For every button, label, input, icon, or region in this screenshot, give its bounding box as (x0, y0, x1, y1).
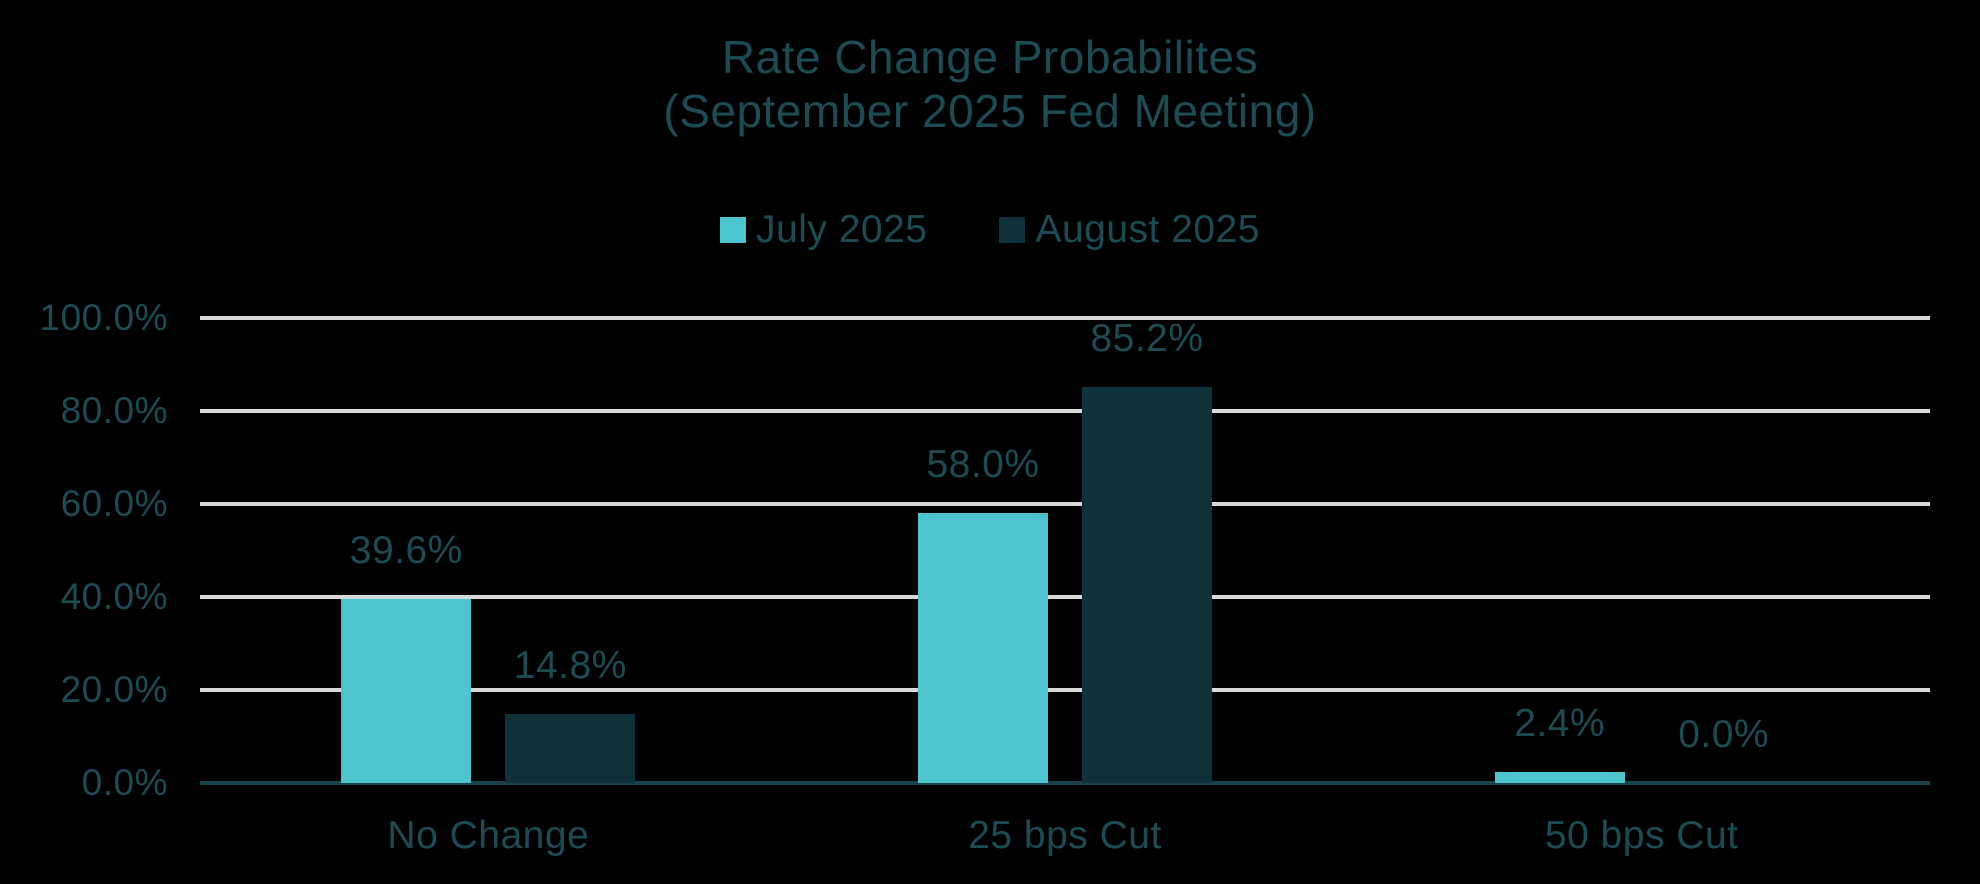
chart-title: Rate Change Probabilites (September 2025… (0, 30, 1980, 139)
gridline-40 (200, 595, 1930, 599)
legend-item-august: August 2025 (999, 208, 1260, 252)
value-label-july-2025-50-bps-cut: 2.4% (1514, 701, 1606, 745)
legend: July 2025 August 2025 (0, 208, 1980, 252)
category-label-no-change: No Change (387, 814, 590, 857)
legend-swatch-august (999, 217, 1026, 243)
x-axis-line (200, 781, 1930, 785)
category-label-50-bps-cut: 50 bps Cut (1544, 814, 1739, 857)
value-label-july-2025-no-change: 39.6% (349, 528, 463, 572)
value-label-august-2025-50-bps-cut: 0.0% (1678, 713, 1770, 756)
y-tick-label-40: 40.0% (60, 576, 168, 617)
gridline-20 (200, 688, 1930, 692)
gridline-80 (200, 409, 1930, 413)
legend-swatch-july (720, 217, 747, 243)
chart-title-line1: Rate Change Probabilites (721, 31, 1259, 83)
y-tick-label-0: 0.0% (81, 762, 168, 803)
value-label-august-2025-no-change: 14.8% (513, 644, 627, 688)
y-tick-label-80: 80.0% (60, 390, 168, 431)
bar-july-2025-50-bps-cut (1494, 771, 1625, 783)
legend-label-july: July 2025 (756, 208, 928, 251)
y-tick-label-60: 60.0% (60, 483, 168, 524)
bar-august-2025-25-bps-cut (1082, 386, 1212, 783)
x-axis-labels: No Change 25 bps Cut 50 bps Cut (200, 814, 1930, 864)
legend-item-july: July 2025 (720, 208, 927, 252)
plot-area: 39.6% 14.8% 58.0% 85.2% 2.4% 0.0% (200, 316, 1930, 785)
gridline-60 (200, 502, 1930, 506)
bar-july-2025-25-bps-cut (918, 513, 1048, 783)
y-tick-label-100: 100.0% (39, 297, 168, 338)
chart-title-line2: (September 2025 Fed Meeting) (663, 85, 1317, 138)
value-label-august-2025-25-bps-cut: 85.2% (1090, 316, 1204, 360)
value-label-july-2025-25-bps-cut: 58.0% (926, 443, 1040, 487)
bar-july-2025-no-change (341, 598, 472, 783)
gridline-100 (200, 316, 1930, 320)
y-axis-labels: 100.0% 80.0% 60.0% 40.0% 20.0% 0.0% (0, 297, 168, 803)
legend-label-august: August 2025 (1035, 208, 1260, 251)
category-label-25-bps-cut: 25 bps Cut (968, 814, 1162, 857)
y-tick-label-20: 20.0% (60, 669, 168, 710)
bar-august-2025-no-change (505, 714, 636, 783)
